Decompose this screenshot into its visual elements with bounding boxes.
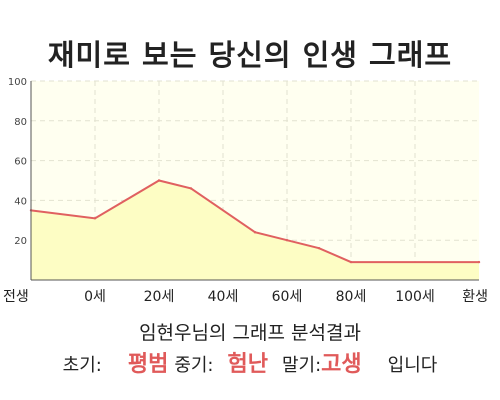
- late-value: 고생: [321, 352, 362, 377]
- early-value: 평범: [127, 352, 169, 377]
- area-fill: [31, 180, 479, 280]
- y-tick-label: 100: [8, 77, 27, 88]
- axes: [30, 81, 479, 281]
- result-summary: 초기: 평범 중기: 험난 말기: 고생 입니다: [0, 346, 500, 380]
- middle-value: 험난: [227, 352, 268, 377]
- y-tick-label: 40: [14, 196, 27, 207]
- data-series: [29, 179, 481, 280]
- y-tick-label: 20: [14, 236, 27, 247]
- early-label: 초기:: [62, 355, 102, 376]
- x-tick-label: 80세: [336, 289, 367, 305]
- data-point: [349, 260, 353, 264]
- y-tick-label: 60: [14, 157, 27, 168]
- data-point: [157, 179, 161, 182]
- data-point: [93, 217, 97, 220]
- data-point: [477, 260, 481, 264]
- data-point: [285, 239, 289, 242]
- ending-text: 입니다: [387, 355, 438, 376]
- x-tick-label: 100세: [395, 289, 435, 305]
- result-heading: 임현우님의 그래프 분석결과: [139, 322, 361, 344]
- y-axis-tick-labels: 20 40 60 80 100: [8, 77, 27, 247]
- chart-title: 재미로 보는 당신의 인생 그래프: [47, 38, 453, 72]
- x-tick-label: 전생: [3, 289, 29, 305]
- x-tick-label: 40세: [208, 289, 239, 305]
- middle-label: 중기:: [174, 355, 214, 376]
- data-point: [189, 187, 193, 190]
- x-tick-label: 60세: [272, 289, 303, 305]
- data-point: [317, 246, 321, 250]
- x-tick-label: 0세: [84, 289, 106, 305]
- x-tick-label: 환생: [462, 289, 488, 305]
- y-tick-label: 80: [14, 117, 27, 128]
- x-axis-tick-labels: 전생 0세 20세 40세 60세 80세 100세 환생: [3, 289, 488, 305]
- x-tick-label: 20세: [144, 289, 175, 305]
- late-label: 말기:: [281, 355, 322, 376]
- data-point: [253, 231, 257, 234]
